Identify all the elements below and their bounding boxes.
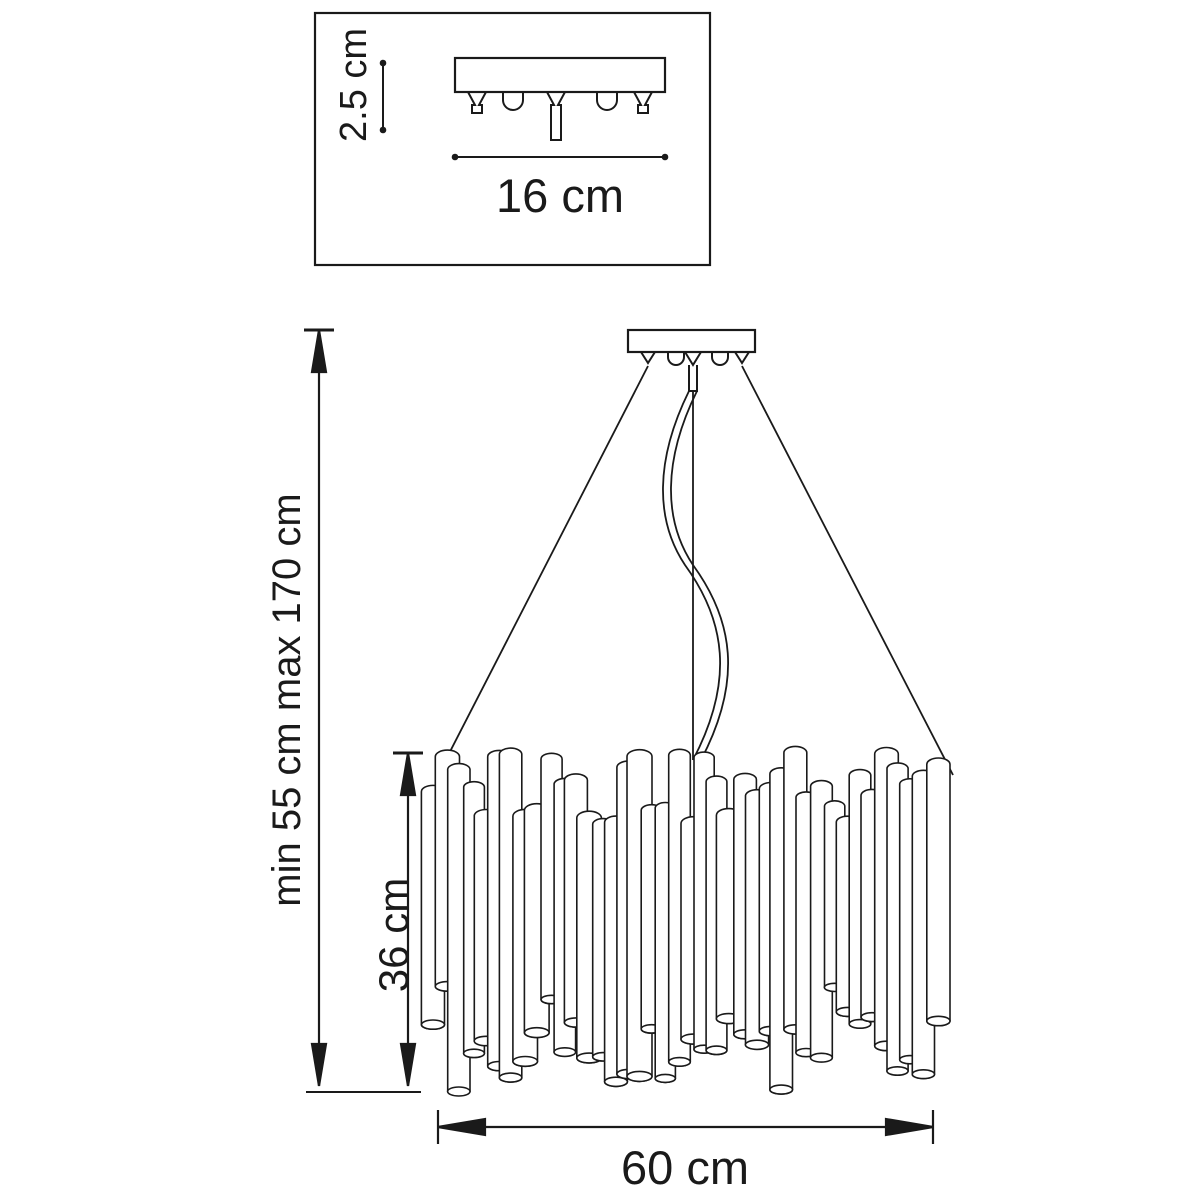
svg-text:60 cm: 60 cm [621,1141,749,1194]
svg-text:min 55 cm max 170 cm: min 55 cm max 170 cm [265,493,309,906]
svg-text:16 cm: 16 cm [496,169,624,222]
svg-text:2.5 cm: 2.5 cm [333,28,375,142]
svg-text:36 cm: 36 cm [370,878,417,992]
